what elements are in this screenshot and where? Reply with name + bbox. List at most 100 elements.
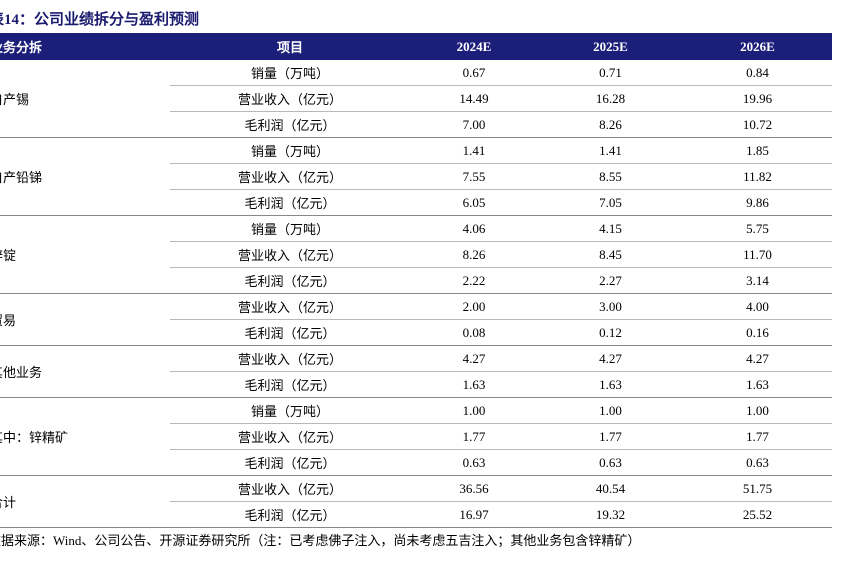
value-cell: 4.27	[410, 345, 538, 372]
value-cell: 16.28	[538, 85, 683, 112]
item-cell: 营业收入（亿元）	[170, 423, 410, 450]
table-row: 毛利润（亿元） 2.22 2.27 3.14	[0, 267, 832, 294]
value-cell: 8.45	[538, 241, 683, 268]
value-cell: 11.70	[683, 241, 832, 268]
value-cell: 40.54	[538, 475, 683, 502]
value-cell: 19.96	[683, 85, 832, 112]
segment-cell: 锌锭	[0, 215, 170, 294]
item-cell: 销量（万吨）	[170, 397, 410, 424]
header-cell: 项目	[170, 33, 410, 60]
value-cell: 1.63	[538, 371, 683, 398]
value-cell: 4.27	[683, 345, 832, 372]
value-cell: 1.63	[683, 371, 832, 398]
value-cell: 9.86	[683, 189, 832, 216]
value-cell: 8.55	[538, 163, 683, 190]
value-cell: 7.00	[410, 111, 538, 138]
value-cell: 36.56	[410, 475, 538, 502]
table-title: 表14：公司业绩拆分与盈利预测	[0, 12, 200, 28]
source-note: 数据来源：Wind、公司公告、开源证券研究所（注：已考虑佛子注入，尚未考虑五吉注…	[0, 533, 641, 548]
value-cell: 0.71	[538, 60, 683, 86]
value-cell: 5.75	[683, 215, 832, 242]
value-cell: 1.77	[538, 423, 683, 450]
forecast-table: 业务分拆项目2024E2025E2026E 自产锡销量（万吨）0.670.710…	[0, 33, 832, 528]
table-row: 毛利润（亿元） 6.05 7.05 9.86	[0, 189, 832, 216]
item-cell: 毛利润（亿元）	[170, 449, 410, 476]
item-cell: 营业收入（亿元）	[170, 345, 410, 372]
segment-cell: 合计	[0, 475, 170, 528]
value-cell: 19.32	[538, 501, 683, 528]
value-cell: 1.00	[683, 397, 832, 424]
item-cell: 销量（万吨）	[170, 60, 410, 86]
item-cell: 毛利润（亿元）	[170, 501, 410, 528]
table-row: 其他业务营业收入（亿元）4.274.274.27	[0, 345, 832, 398]
value-cell: 0.63	[683, 449, 832, 476]
value-cell: 1.41	[410, 137, 538, 164]
value-cell: 6.05	[410, 189, 538, 216]
value-cell: 4.15	[538, 215, 683, 242]
value-cell: 1.41	[538, 137, 683, 164]
segment-cell: 自产锡	[0, 60, 170, 138]
value-cell: 10.72	[683, 111, 832, 138]
value-cell: 16.97	[410, 501, 538, 528]
value-cell: 0.67	[410, 60, 538, 86]
value-cell: 11.82	[683, 163, 832, 190]
segment-cell: 其中：锌精矿	[0, 397, 170, 476]
value-cell: 14.49	[410, 85, 538, 112]
value-cell: 2.27	[538, 267, 683, 294]
value-cell: 2.00	[410, 293, 538, 320]
value-cell: 0.63	[538, 449, 683, 476]
item-cell: 毛利润（亿元）	[170, 189, 410, 216]
segment-cell: 贸易	[0, 293, 170, 346]
table-row: 营业收入（亿元） 1.77 1.77 1.77	[0, 423, 832, 450]
value-cell: 4.00	[683, 293, 832, 320]
header-cell: 2025E	[538, 33, 683, 60]
table-row: 营业收入（亿元） 14.49 16.28 19.96	[0, 85, 832, 112]
value-cell: 8.26	[538, 111, 683, 138]
value-cell: 1.00	[410, 397, 538, 424]
item-cell: 毛利润（亿元）	[170, 319, 410, 346]
header-row: 业务分拆项目2024E2025E2026E	[0, 33, 832, 60]
value-cell: 0.84	[683, 60, 832, 86]
item-cell: 销量（万吨）	[170, 137, 410, 164]
table-row: 贸易营业收入（亿元）2.003.004.00	[0, 293, 832, 346]
table-row: 毛利润（亿元） 7.00 8.26 10.72	[0, 111, 832, 138]
table-row: 毛利润（亿元） 0.63 0.63 0.63	[0, 449, 832, 476]
value-cell: 0.08	[410, 319, 538, 346]
segment-cell: 自产铅锑	[0, 137, 170, 216]
item-cell: 营业收入（亿元）	[170, 475, 410, 502]
value-cell: 1.77	[683, 423, 832, 450]
value-cell: 7.05	[538, 189, 683, 216]
item-cell: 毛利润（亿元）	[170, 371, 410, 398]
value-cell: 1.85	[683, 137, 832, 164]
table-row: 营业收入（亿元） 7.55 8.55 11.82	[0, 163, 832, 190]
value-cell: 25.52	[683, 501, 832, 528]
value-cell: 4.27	[538, 345, 683, 372]
header-cell: 2026E	[683, 33, 832, 60]
value-cell: 0.12	[538, 319, 683, 346]
header-cell: 业务分拆	[0, 33, 170, 60]
value-cell: 8.26	[410, 241, 538, 268]
item-cell: 营业收入（亿元）	[170, 241, 410, 268]
item-cell: 营业收入（亿元）	[170, 293, 410, 320]
value-cell: 51.75	[683, 475, 832, 502]
table-row: 营业收入（亿元） 8.26 8.45 11.70	[0, 241, 832, 268]
value-cell: 2.22	[410, 267, 538, 294]
table-row: 毛利润（亿元） 1.63 1.63 1.63	[0, 371, 832, 398]
value-cell: 7.55	[410, 163, 538, 190]
value-cell: 0.63	[410, 449, 538, 476]
header-cell: 2024E	[410, 33, 538, 60]
segment-cell: 其他业务	[0, 345, 170, 398]
value-cell: 3.00	[538, 293, 683, 320]
value-cell: 0.16	[683, 319, 832, 346]
value-cell: 3.14	[683, 267, 832, 294]
table-row: 毛利润（亿元） 0.08 0.12 0.16	[0, 319, 832, 346]
item-cell: 营业收入（亿元）	[170, 163, 410, 190]
item-cell: 销量（万吨）	[170, 215, 410, 242]
table-row: 自产锡销量（万吨）0.670.710.84	[0, 60, 832, 138]
table-row: 毛利润（亿元） 16.97 19.32 25.52	[0, 501, 832, 528]
value-cell: 4.06	[410, 215, 538, 242]
item-cell: 毛利润（亿元）	[170, 111, 410, 138]
